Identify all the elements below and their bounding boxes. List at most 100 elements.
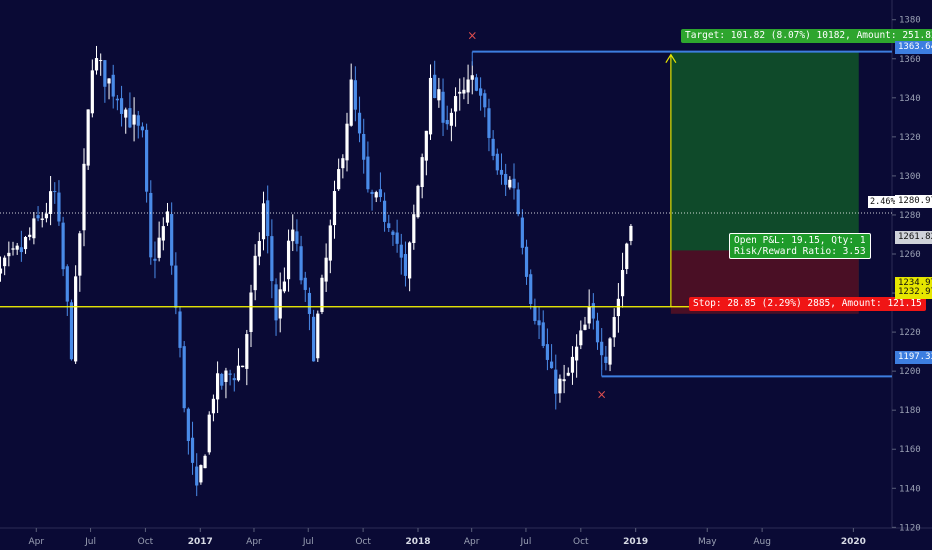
candle-body [220,373,224,386]
candle-body [132,114,136,125]
candle-body [433,74,437,99]
candle-body [195,466,199,486]
y-tick-label: 1180 [899,406,921,416]
x-tick-label: Aug [753,537,771,547]
target-price-tag: 1363.64 [895,41,932,54]
candle-body [353,80,357,110]
candle-body [558,378,562,394]
candle-body [491,138,495,156]
candle-body [629,225,633,241]
y-tick-label: 1280 [899,211,921,221]
candle-body [32,218,36,239]
candle-body [570,356,575,373]
candle-body [3,257,7,267]
candle-body [554,369,558,394]
candle-body [328,225,332,261]
candle-body [232,378,236,381]
y-tick-label: 1140 [899,484,921,494]
y-tick-label: 1200 [899,367,921,377]
candle-body [28,234,32,237]
candle-body [545,344,550,360]
stop-price-tag: 1197.33 [895,351,932,364]
y-tick-label: 1360 [899,55,921,65]
candle-body [387,223,391,229]
candle-body [178,311,182,348]
projection-arrow-head [665,53,677,63]
candle-body [103,60,107,87]
candle-body [107,78,111,84]
candle-body [370,191,374,194]
candle-body [408,242,412,279]
candle-body [136,115,140,126]
candle-body [424,130,428,161]
candle-body [153,258,157,261]
candle-body [11,248,15,250]
candle-body [286,240,291,280]
candle-body [537,320,541,326]
x-tick-label: 2017 [188,537,213,547]
candle-body [266,200,270,237]
candle-body [520,217,524,248]
candle-body [128,108,132,128]
candle-body [362,133,366,160]
candle-body [575,346,579,361]
candle-body [245,334,249,369]
candle-body [161,226,165,241]
x-tick-label: Apr [28,537,44,547]
candle-body [449,112,453,126]
candle-body [236,365,241,381]
x-tick-label: Oct [573,537,589,547]
x-tick-label: Jul [520,537,532,547]
candle-body [320,277,324,313]
x-tick-label: 2019 [623,537,648,547]
candle-body [474,77,479,91]
candle-body [241,365,245,368]
candle-body [249,292,253,333]
stop-label: Stop: 28.85 (2.29%) 2885, Amount: 121.15 [689,297,926,311]
candle-body [261,203,266,240]
candle-body [65,266,69,302]
candle-body [7,252,11,257]
candle-body [441,91,445,123]
candle-body [186,408,190,441]
candle-body [583,324,587,330]
candle-body [524,246,529,277]
risk-reward-text: Risk/Reward Ratio: 3.53 [734,246,866,257]
candle-body [253,255,257,291]
candle-body [437,89,441,101]
candle-body [620,270,625,297]
x-tick-label: Jul [84,537,96,547]
x-tick-label: May [698,537,717,547]
candle-body [282,281,286,292]
candle-body [625,243,629,270]
candle-body [44,213,49,219]
candle-body [382,200,387,222]
candle-body [207,414,211,453]
candle-body [170,214,174,266]
candle-body [508,179,512,188]
candle-body [86,109,90,166]
candle-body [504,173,508,185]
candle-body [374,192,378,198]
candle-body [529,274,533,304]
candle-body [312,316,316,362]
change-percent-tag: 2.46% [868,196,898,208]
candle-body [157,237,161,258]
candle-body [48,191,53,215]
candle-body [140,126,145,131]
candle-body [445,119,449,125]
candle-body [512,178,516,189]
candle-body [608,338,612,365]
candle-body [345,123,349,161]
candle-body [587,306,591,324]
candle-body [612,317,616,338]
candle-body [420,157,424,188]
candle-body [115,98,119,101]
candle-body [579,330,583,346]
y-tick-label: 1260 [899,250,921,260]
candle-body [165,211,170,223]
candle-body [541,322,545,346]
candle-body [303,277,307,290]
